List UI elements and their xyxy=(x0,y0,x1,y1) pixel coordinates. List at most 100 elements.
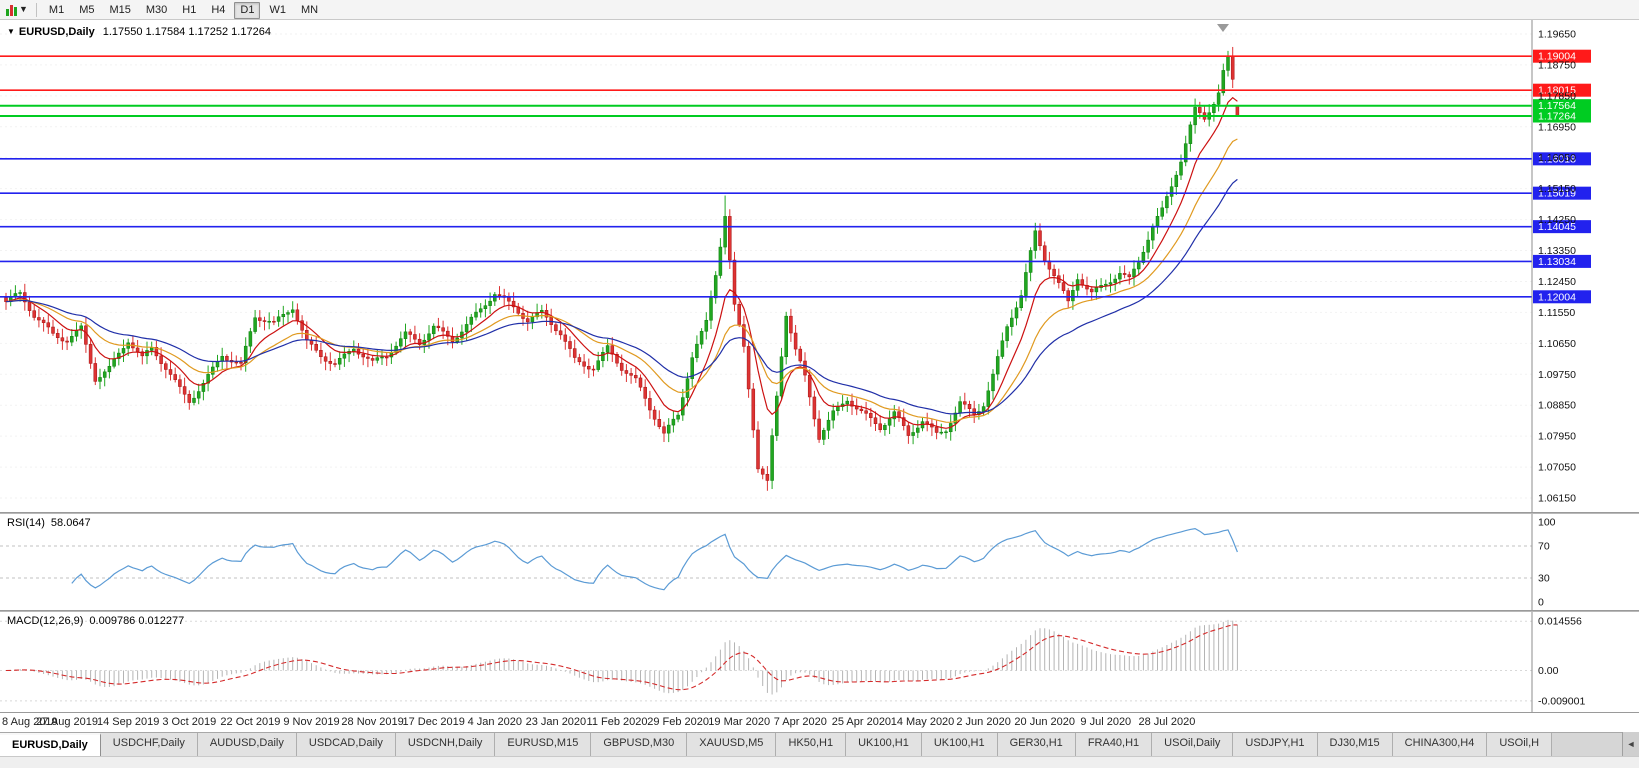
price-tag xyxy=(1533,49,1591,63)
candle-body xyxy=(568,341,572,349)
candle-body xyxy=(60,337,65,342)
candle-body xyxy=(530,316,535,323)
candle-body xyxy=(864,410,868,414)
timeframe-button-w1[interactable]: W1 xyxy=(263,2,292,19)
candle-body xyxy=(469,316,474,325)
candle-body xyxy=(995,356,1000,375)
candle-body xyxy=(394,345,398,353)
candle-body xyxy=(380,356,384,359)
candle-body xyxy=(215,361,220,368)
timeframe-button-m1[interactable]: M1 xyxy=(43,2,70,19)
date-axis-label: 22 Oct 2019 xyxy=(220,716,281,728)
chart-tab-usoil-daily[interactable]: USOil,Daily xyxy=(1152,733,1234,757)
chart-tab-usoil-h[interactable]: USOil,H xyxy=(1487,733,1553,757)
chart-tab-fra40-h1[interactable]: FRA40,H1 xyxy=(1075,733,1153,757)
candle-body xyxy=(1141,251,1146,263)
candle-body xyxy=(178,379,182,387)
candle-body xyxy=(699,331,704,345)
chart-tab-usdcnh-daily[interactable]: USDCNH,Daily xyxy=(395,733,496,757)
candle-body xyxy=(1071,290,1075,302)
candle-body xyxy=(173,374,177,380)
candle-body xyxy=(812,396,817,420)
candle-body xyxy=(370,358,375,361)
candle-body xyxy=(817,418,821,440)
candle-body xyxy=(728,216,732,261)
candle-body xyxy=(972,408,976,415)
chart-tab-uk100-h1[interactable]: UK100,H1 xyxy=(921,733,998,757)
price-axis-label: 1.17850 xyxy=(1538,90,1576,102)
chart-shift-marker-icon[interactable] xyxy=(1217,24,1229,32)
chart-tab-ger30-h1[interactable]: GER30,H1 xyxy=(997,733,1076,757)
candle-body xyxy=(1146,239,1150,253)
candle-body xyxy=(375,357,380,361)
chart-tab-china300-h4[interactable]: CHINA300,H4 xyxy=(1392,733,1488,757)
candle-body xyxy=(314,344,318,351)
candle-body xyxy=(629,373,633,376)
tab-scroll-left-button[interactable]: ◄ xyxy=(1622,732,1639,756)
timeframe-button-m15[interactable]: M15 xyxy=(103,2,136,19)
candlestick-chart-icon[interactable] xyxy=(6,4,17,16)
chart-tab-eurusd-m15[interactable]: EURUSD,M15 xyxy=(495,733,592,757)
chart-tab-dj30-m15[interactable]: DJ30,M15 xyxy=(1317,733,1393,757)
date-axis-label: 20 Jun 2020 xyxy=(1014,716,1075,728)
candle-body xyxy=(596,360,600,370)
date-axis-label: 14 Sep 2019 xyxy=(96,716,160,728)
candle-body xyxy=(300,320,304,331)
price-axis-label: 1.08850 xyxy=(1538,400,1576,412)
candle-body xyxy=(1108,282,1113,285)
panel-divider[interactable] xyxy=(0,610,1639,612)
candle-body xyxy=(84,325,88,345)
rsi-panel-canvas[interactable]: 100 70 30 0 xyxy=(0,514,1639,610)
candles-layer xyxy=(4,46,1240,491)
candle-body xyxy=(582,361,586,367)
macd-panel-canvas[interactable]: 0.014556 0.00 -0.009001 xyxy=(0,612,1639,712)
chart-tab-usdjpy-h1[interactable]: USDJPY,H1 xyxy=(1233,733,1318,757)
price-axis-label: 1.07050 xyxy=(1538,462,1576,474)
candle-body xyxy=(478,308,483,313)
candle-body xyxy=(18,292,22,294)
candle-body xyxy=(878,423,882,430)
candle-body xyxy=(671,418,676,426)
candle-body xyxy=(732,259,737,305)
timeframe-button-d1[interactable]: D1 xyxy=(234,2,261,19)
candle-body xyxy=(784,315,788,358)
candle-body xyxy=(963,401,967,405)
candle-body xyxy=(1089,288,1094,293)
chart-tab-hk50-h1[interactable]: HK50,H1 xyxy=(776,733,847,757)
candle-body xyxy=(258,317,262,321)
chart-tab-eurusd-daily[interactable]: EURUSD,Daily xyxy=(0,733,101,757)
macd-values: 0.009786 0.012277 xyxy=(89,615,185,627)
candle-body xyxy=(290,309,295,313)
date-axis-label: 9 Jul 2020 xyxy=(1080,716,1132,728)
candle-body xyxy=(1132,268,1136,278)
timeframe-button-m5[interactable]: M5 xyxy=(73,2,100,19)
candle-body xyxy=(201,382,206,392)
chart-tab-uk100-h1[interactable]: UK100,H1 xyxy=(846,733,922,757)
candle-body xyxy=(319,350,323,357)
chart-tab-xauusd-m5[interactable]: XAUUSD,M5 xyxy=(687,733,777,757)
candle-body xyxy=(845,400,850,405)
chart-tab-gbpusd-m30[interactable]: GBPUSD,M30 xyxy=(591,733,688,757)
candle-body xyxy=(436,325,441,328)
chevron-down-icon[interactable]: ▼ xyxy=(19,4,28,14)
timeframe-button-mn[interactable]: MN xyxy=(295,2,324,19)
timeframe-button-m30[interactable]: M30 xyxy=(140,2,173,19)
candle-body xyxy=(1183,143,1188,163)
candle-body xyxy=(1179,161,1183,176)
candle-body xyxy=(55,333,60,338)
timeframe-button-h4[interactable]: H4 xyxy=(205,2,231,19)
candle-body xyxy=(605,345,610,353)
candle-body xyxy=(1005,326,1009,342)
candle-body xyxy=(704,319,709,332)
chart-tab-usdchf-daily[interactable]: USDCHF,Daily xyxy=(100,733,198,757)
panel-divider[interactable] xyxy=(0,512,1639,514)
candle-body xyxy=(789,315,793,334)
price-tag-label: 1.17564 xyxy=(1538,100,1576,112)
chart-tab-audusd-daily[interactable]: AUDUSD,Daily xyxy=(197,733,297,757)
timeframe-button-h1[interactable]: H1 xyxy=(176,2,202,19)
status-bar xyxy=(0,756,1639,768)
candle-body xyxy=(32,310,36,318)
candle-body xyxy=(638,377,643,388)
chart-tab-usdcad-daily[interactable]: USDCAD,Daily xyxy=(296,733,396,757)
